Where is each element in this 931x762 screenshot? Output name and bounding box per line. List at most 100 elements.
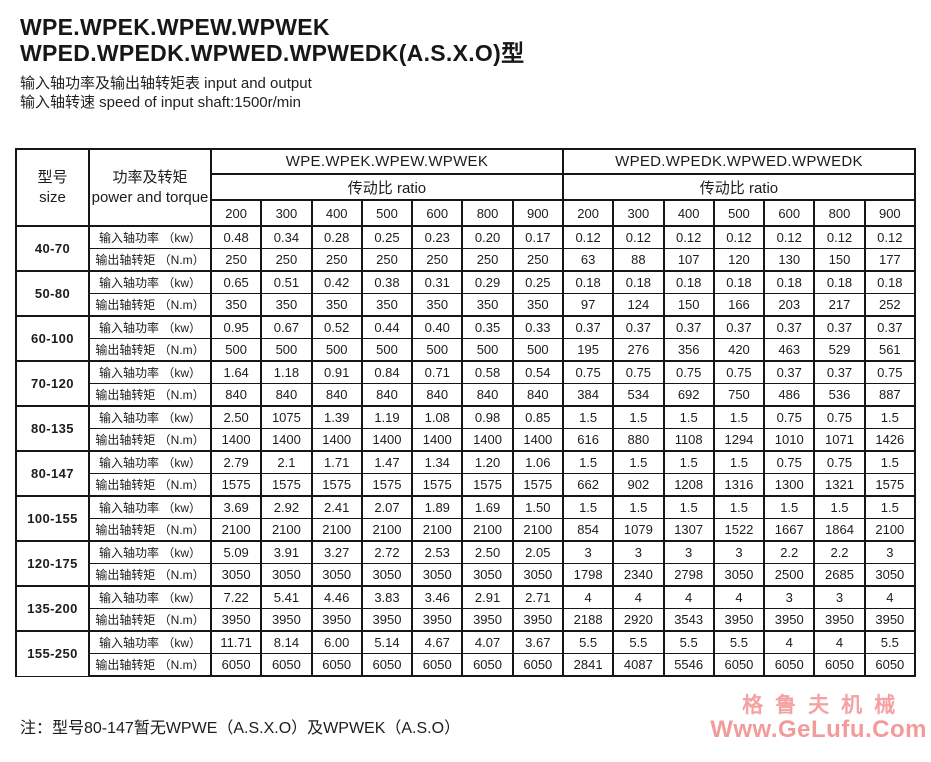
size-cell: 155-250 xyxy=(15,630,90,677)
value-cell: 1.5 xyxy=(712,450,766,474)
value-cell: 840 xyxy=(310,383,363,407)
value-cell: 500 xyxy=(411,338,464,362)
value-cell: 1575 xyxy=(411,473,464,497)
value-cell: 6.00 xyxy=(310,630,363,654)
value-cell: 0.28 xyxy=(310,225,363,249)
value-cell: 0.58 xyxy=(461,360,514,384)
value-cell: 0.38 xyxy=(360,270,414,294)
value-cell: 0.18 xyxy=(813,270,866,294)
ratio-label-wpe: 传动比 ratio xyxy=(210,173,564,201)
title-block: WPE.WPEK.WPEW.WPWEK WPED.WPEDK.WPWED.WPW… xyxy=(20,14,524,112)
value-cell: 1.5 xyxy=(612,495,665,519)
value-cell: 1575 xyxy=(260,473,313,497)
value-cell: 0.20 xyxy=(461,225,514,249)
value-cell: 2340 xyxy=(612,563,665,587)
value-cell: 124 xyxy=(612,293,665,317)
value-cell: 2.53 xyxy=(411,540,464,564)
value-cell: 203 xyxy=(763,293,816,317)
value-cell: 1.5 xyxy=(662,405,715,429)
table-row-power: 120-175 输入轴功率 （kw） 5.09 3.91 3.27 2.72 2.53 2.5… xyxy=(15,540,917,587)
col-header-power-torque-en: power and torque xyxy=(91,188,209,206)
value-cell: 1.5 xyxy=(863,495,917,519)
value-cell: 486 xyxy=(763,383,816,407)
value-cell: 5.14 xyxy=(360,630,414,654)
value-cell: 350 xyxy=(260,293,313,317)
value-cell: 217 xyxy=(813,293,866,317)
ratio-label-wped: 传动比 ratio xyxy=(561,173,917,201)
value-cell: 0.84 xyxy=(360,360,414,384)
value-cell: 1316 xyxy=(712,473,766,497)
value-cell: 5.5 xyxy=(662,630,715,654)
value-cell: 6050 xyxy=(360,653,414,677)
value-cell: 1294 xyxy=(712,428,766,452)
value-cell: 0.12 xyxy=(561,225,615,249)
table-row-power: 40-70 输入轴功率 （kw） 0.48 0.34 0.28 0.25 0.23 0.20 0… xyxy=(15,225,917,272)
value-cell: 3050 xyxy=(461,563,514,587)
value-cell: 350 xyxy=(310,293,363,317)
row-label-power: 输入轴功率 （kw） xyxy=(88,540,212,564)
value-cell: 0.75 xyxy=(763,450,816,474)
spec-table: 型号 size 功率及转矩 power and torque WPE.WPEK.… xyxy=(15,148,917,677)
row-label-torque: 输出轴转矩 （N.m） xyxy=(88,563,212,587)
value-cell: 276 xyxy=(612,338,665,362)
value-cell: 1575 xyxy=(360,473,414,497)
value-cell: 0.37 xyxy=(612,315,665,339)
value-cell: 3050 xyxy=(411,563,464,587)
table-row-torque: 输出轴转矩 （N.m） 2100 2100 2100 2100 2100 2100 2100 8… xyxy=(16,518,917,542)
value-cell: 1.64 xyxy=(209,360,263,384)
value-cell: 529 xyxy=(813,338,866,362)
value-cell: 0.95 xyxy=(209,315,263,339)
value-cell: 0.29 xyxy=(461,270,514,294)
value-cell: 3.69 xyxy=(209,495,263,519)
ratio-wped-200: 200 xyxy=(561,199,615,227)
value-cell: 0.42 xyxy=(310,270,363,294)
size-cell: 50-80 xyxy=(15,270,90,317)
value-cell: 3050 xyxy=(310,563,363,587)
value-cell: 0.12 xyxy=(612,225,665,249)
table-row-power: 80-147 输入轴功率 （kw） 2.79 2.1 1.71 1.47 1.34 1.20 1… xyxy=(15,450,917,497)
value-cell: 0.75 xyxy=(612,360,665,384)
value-cell: 2100 xyxy=(511,518,564,542)
value-cell: 0.18 xyxy=(662,270,715,294)
value-cell: 500 xyxy=(360,338,414,362)
value-cell: 6050 xyxy=(511,653,564,677)
value-cell: 1.34 xyxy=(411,450,464,474)
value-cell: 250 xyxy=(411,248,464,272)
ratio-wpe-500: 500 xyxy=(360,199,414,227)
value-cell: 3950 xyxy=(260,608,313,632)
value-cell: 3050 xyxy=(360,563,414,587)
row-label-power: 输入轴功率 （kw） xyxy=(88,405,212,429)
value-cell: 150 xyxy=(662,293,715,317)
row-label-power: 输入轴功率 （kw） xyxy=(88,225,212,249)
value-cell: 3.46 xyxy=(411,585,464,609)
value-cell: 1208 xyxy=(662,473,715,497)
ratio-wped-300: 300 xyxy=(612,199,665,227)
value-cell: 840 xyxy=(511,383,564,407)
value-cell: 250 xyxy=(310,248,363,272)
value-cell: 3.83 xyxy=(360,585,414,609)
value-cell: 2500 xyxy=(763,563,816,587)
value-cell: 0.67 xyxy=(260,315,313,339)
value-cell: 616 xyxy=(561,428,615,452)
value-cell: 2.72 xyxy=(360,540,414,564)
value-cell: 6050 xyxy=(310,653,363,677)
row-label-power: 输入轴功率 （kw） xyxy=(88,495,212,519)
value-cell: 534 xyxy=(612,383,665,407)
value-cell: 3950 xyxy=(813,608,866,632)
table-row-torque: 输出轴转矩 （N.m） 1575 1575 1575 1575 1575 1575 1575 6… xyxy=(16,473,917,497)
value-cell: 500 xyxy=(461,338,514,362)
value-cell: 2841 xyxy=(561,653,615,677)
value-cell: 130 xyxy=(763,248,816,272)
value-cell: 0.12 xyxy=(712,225,766,249)
value-cell: 2.41 xyxy=(310,495,363,519)
value-cell: 1798 xyxy=(561,563,615,587)
value-cell: 4 xyxy=(662,585,715,609)
value-cell: 2.71 xyxy=(511,585,564,609)
ratio-wped-500: 500 xyxy=(712,199,766,227)
value-cell: 1400 xyxy=(511,428,564,452)
page-title-line1: WPE.WPEK.WPEW.WPWEK xyxy=(20,14,330,40)
value-cell: 2.50 xyxy=(461,540,514,564)
value-cell: 0.51 xyxy=(260,270,313,294)
value-cell: 1426 xyxy=(863,428,917,452)
page-title-line2: WPED.WPEDK.WPWED.WPWEDK(A.S.X.O)型 xyxy=(20,40,525,66)
